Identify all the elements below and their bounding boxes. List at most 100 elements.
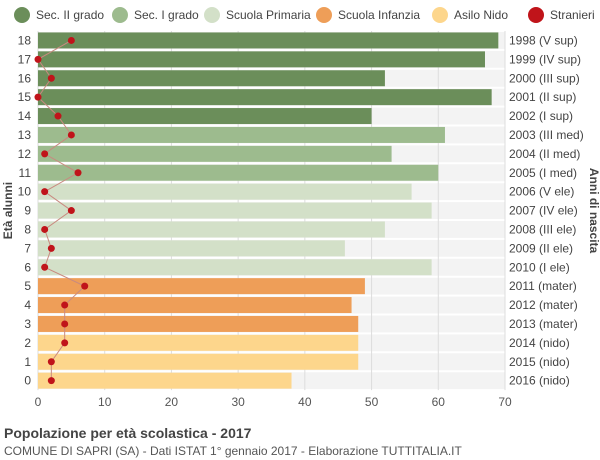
age-tick-label: 16 xyxy=(18,71,32,85)
bar xyxy=(38,32,499,49)
legend-swatch xyxy=(14,7,30,23)
legend-item: Sec. I grado xyxy=(112,5,199,25)
birth-year-label: 2012 (mater) xyxy=(509,298,578,312)
age-tick-label: 13 xyxy=(18,128,32,142)
birth-year-label: 2004 (II med) xyxy=(509,147,580,161)
bar xyxy=(38,183,412,200)
stranieri-point xyxy=(47,377,55,385)
bar xyxy=(38,108,372,125)
stranieri-point xyxy=(41,263,49,271)
legend-label: Asilo Nido xyxy=(454,8,509,22)
bar xyxy=(38,259,432,276)
stranieri-point xyxy=(47,358,55,366)
age-tick-label: 12 xyxy=(18,147,32,161)
stranieri-point xyxy=(41,150,49,158)
stranieri-point xyxy=(67,36,75,44)
stranieri-point xyxy=(47,74,55,82)
legend-label: Sec. II grado xyxy=(36,8,105,22)
birth-year-label: 2016 (nido) xyxy=(509,374,570,388)
stranieri-point xyxy=(54,112,62,120)
birth-year-label: 1998 (V sup) xyxy=(509,33,578,47)
age-tick-label: 9 xyxy=(24,204,31,218)
y-axis-title-right: Anni di nascita xyxy=(587,168,600,254)
bar xyxy=(38,202,432,219)
stranieri-point xyxy=(61,339,69,347)
bar xyxy=(38,70,385,87)
birth-year-label: 2015 (nido) xyxy=(509,355,570,369)
stranieri-point xyxy=(74,169,82,177)
age-tick-label: 15 xyxy=(18,90,32,104)
birth-year-label: 2013 (mater) xyxy=(509,317,578,331)
legend-item: Scuola Primaria xyxy=(204,5,311,25)
legend-swatch xyxy=(204,7,220,23)
age-tick-label: 11 xyxy=(19,166,32,180)
birth-year-label: 2005 (I med) xyxy=(509,166,577,180)
age-tick-label: 17 xyxy=(18,52,32,66)
bar xyxy=(38,164,439,181)
bar xyxy=(38,89,492,106)
birth-year-label: 2014 (nido) xyxy=(509,336,570,350)
birth-year-label: 2006 (V ele) xyxy=(509,185,574,199)
stranieri-point xyxy=(81,282,89,290)
bar xyxy=(38,126,445,143)
bar xyxy=(38,278,365,295)
x-tick-label: 10 xyxy=(98,395,112,409)
bar xyxy=(38,51,485,68)
stranieri-point xyxy=(67,131,75,139)
x-tick-label: 60 xyxy=(432,395,446,409)
stranieri-point xyxy=(61,320,69,328)
age-bar-chart: 0 10 20 30 40 50 60 701817161514131211109876543… xyxy=(1,31,600,409)
x-tick-label: 30 xyxy=(231,395,245,409)
legend-swatch xyxy=(432,7,448,23)
age-tick-label: 0 xyxy=(24,374,31,388)
bar xyxy=(38,315,359,332)
birth-year-label: 2000 (III sup) xyxy=(509,71,580,85)
chart-title: Popolazione per età scolastica - 2017 xyxy=(4,425,252,441)
legend-swatch xyxy=(316,7,332,23)
stranieri-point xyxy=(34,93,42,101)
birth-year-label: 2011 (mater) xyxy=(509,279,577,293)
legend-swatch xyxy=(528,7,544,23)
age-tick-label: 1 xyxy=(24,355,31,369)
legend-item: Asilo Nido xyxy=(432,5,508,25)
birth-year-label: 2008 (III ele) xyxy=(509,222,576,236)
birth-year-label: 2010 (I ele) xyxy=(509,260,570,274)
legend-swatch xyxy=(112,7,128,23)
age-tick-label: 3 xyxy=(24,317,31,331)
x-tick-label: 70 xyxy=(498,395,512,409)
chart-subtitle: COMUNE DI SAPRI (SA) - Dati ISTAT 1° gen… xyxy=(4,444,462,458)
birth-year-label: 2003 (III med) xyxy=(509,128,584,142)
birth-year-label: 2001 (II sup) xyxy=(509,90,576,104)
bar xyxy=(38,297,352,314)
x-tick-label: 40 xyxy=(298,395,312,409)
legend-label: Scuola Primaria xyxy=(226,8,311,22)
legend-item: Stranieri xyxy=(528,5,595,25)
bar xyxy=(38,334,359,351)
stranieri-point xyxy=(41,225,49,233)
birth-year-label: 2009 (II ele) xyxy=(509,241,573,255)
chart-legend: Sec. II grado Sec. I grado Scuola Primaria… xyxy=(0,5,600,25)
birth-year-label: 2002 (I sup) xyxy=(509,109,573,123)
age-tick-label: 7 xyxy=(24,241,31,255)
bar xyxy=(38,145,392,162)
x-tick-label: 20 xyxy=(165,395,179,409)
legend-item: Sec. II grado xyxy=(14,5,104,25)
age-tick-label: 18 xyxy=(18,33,32,47)
bar xyxy=(38,353,359,370)
stranieri-point xyxy=(41,188,49,196)
stranieri-point xyxy=(67,207,75,215)
bar xyxy=(38,240,345,257)
legend-item: Scuola Infanzia xyxy=(316,5,420,25)
age-tick-label: 2 xyxy=(24,336,31,350)
birth-year-label: 2007 (IV ele) xyxy=(509,204,578,218)
age-tick-label: 8 xyxy=(24,222,31,236)
legend-label: Stranieri xyxy=(550,8,595,22)
bar xyxy=(38,221,385,238)
legend-label: Sec. I grado xyxy=(134,8,199,22)
age-tick-label: 5 xyxy=(24,279,31,293)
x-tick-label: 50 xyxy=(365,395,379,409)
bar xyxy=(38,372,292,389)
x-tick-label: 0 xyxy=(35,395,42,409)
age-tick-label: 6 xyxy=(24,260,31,274)
age-tick-label: 14 xyxy=(18,109,32,123)
